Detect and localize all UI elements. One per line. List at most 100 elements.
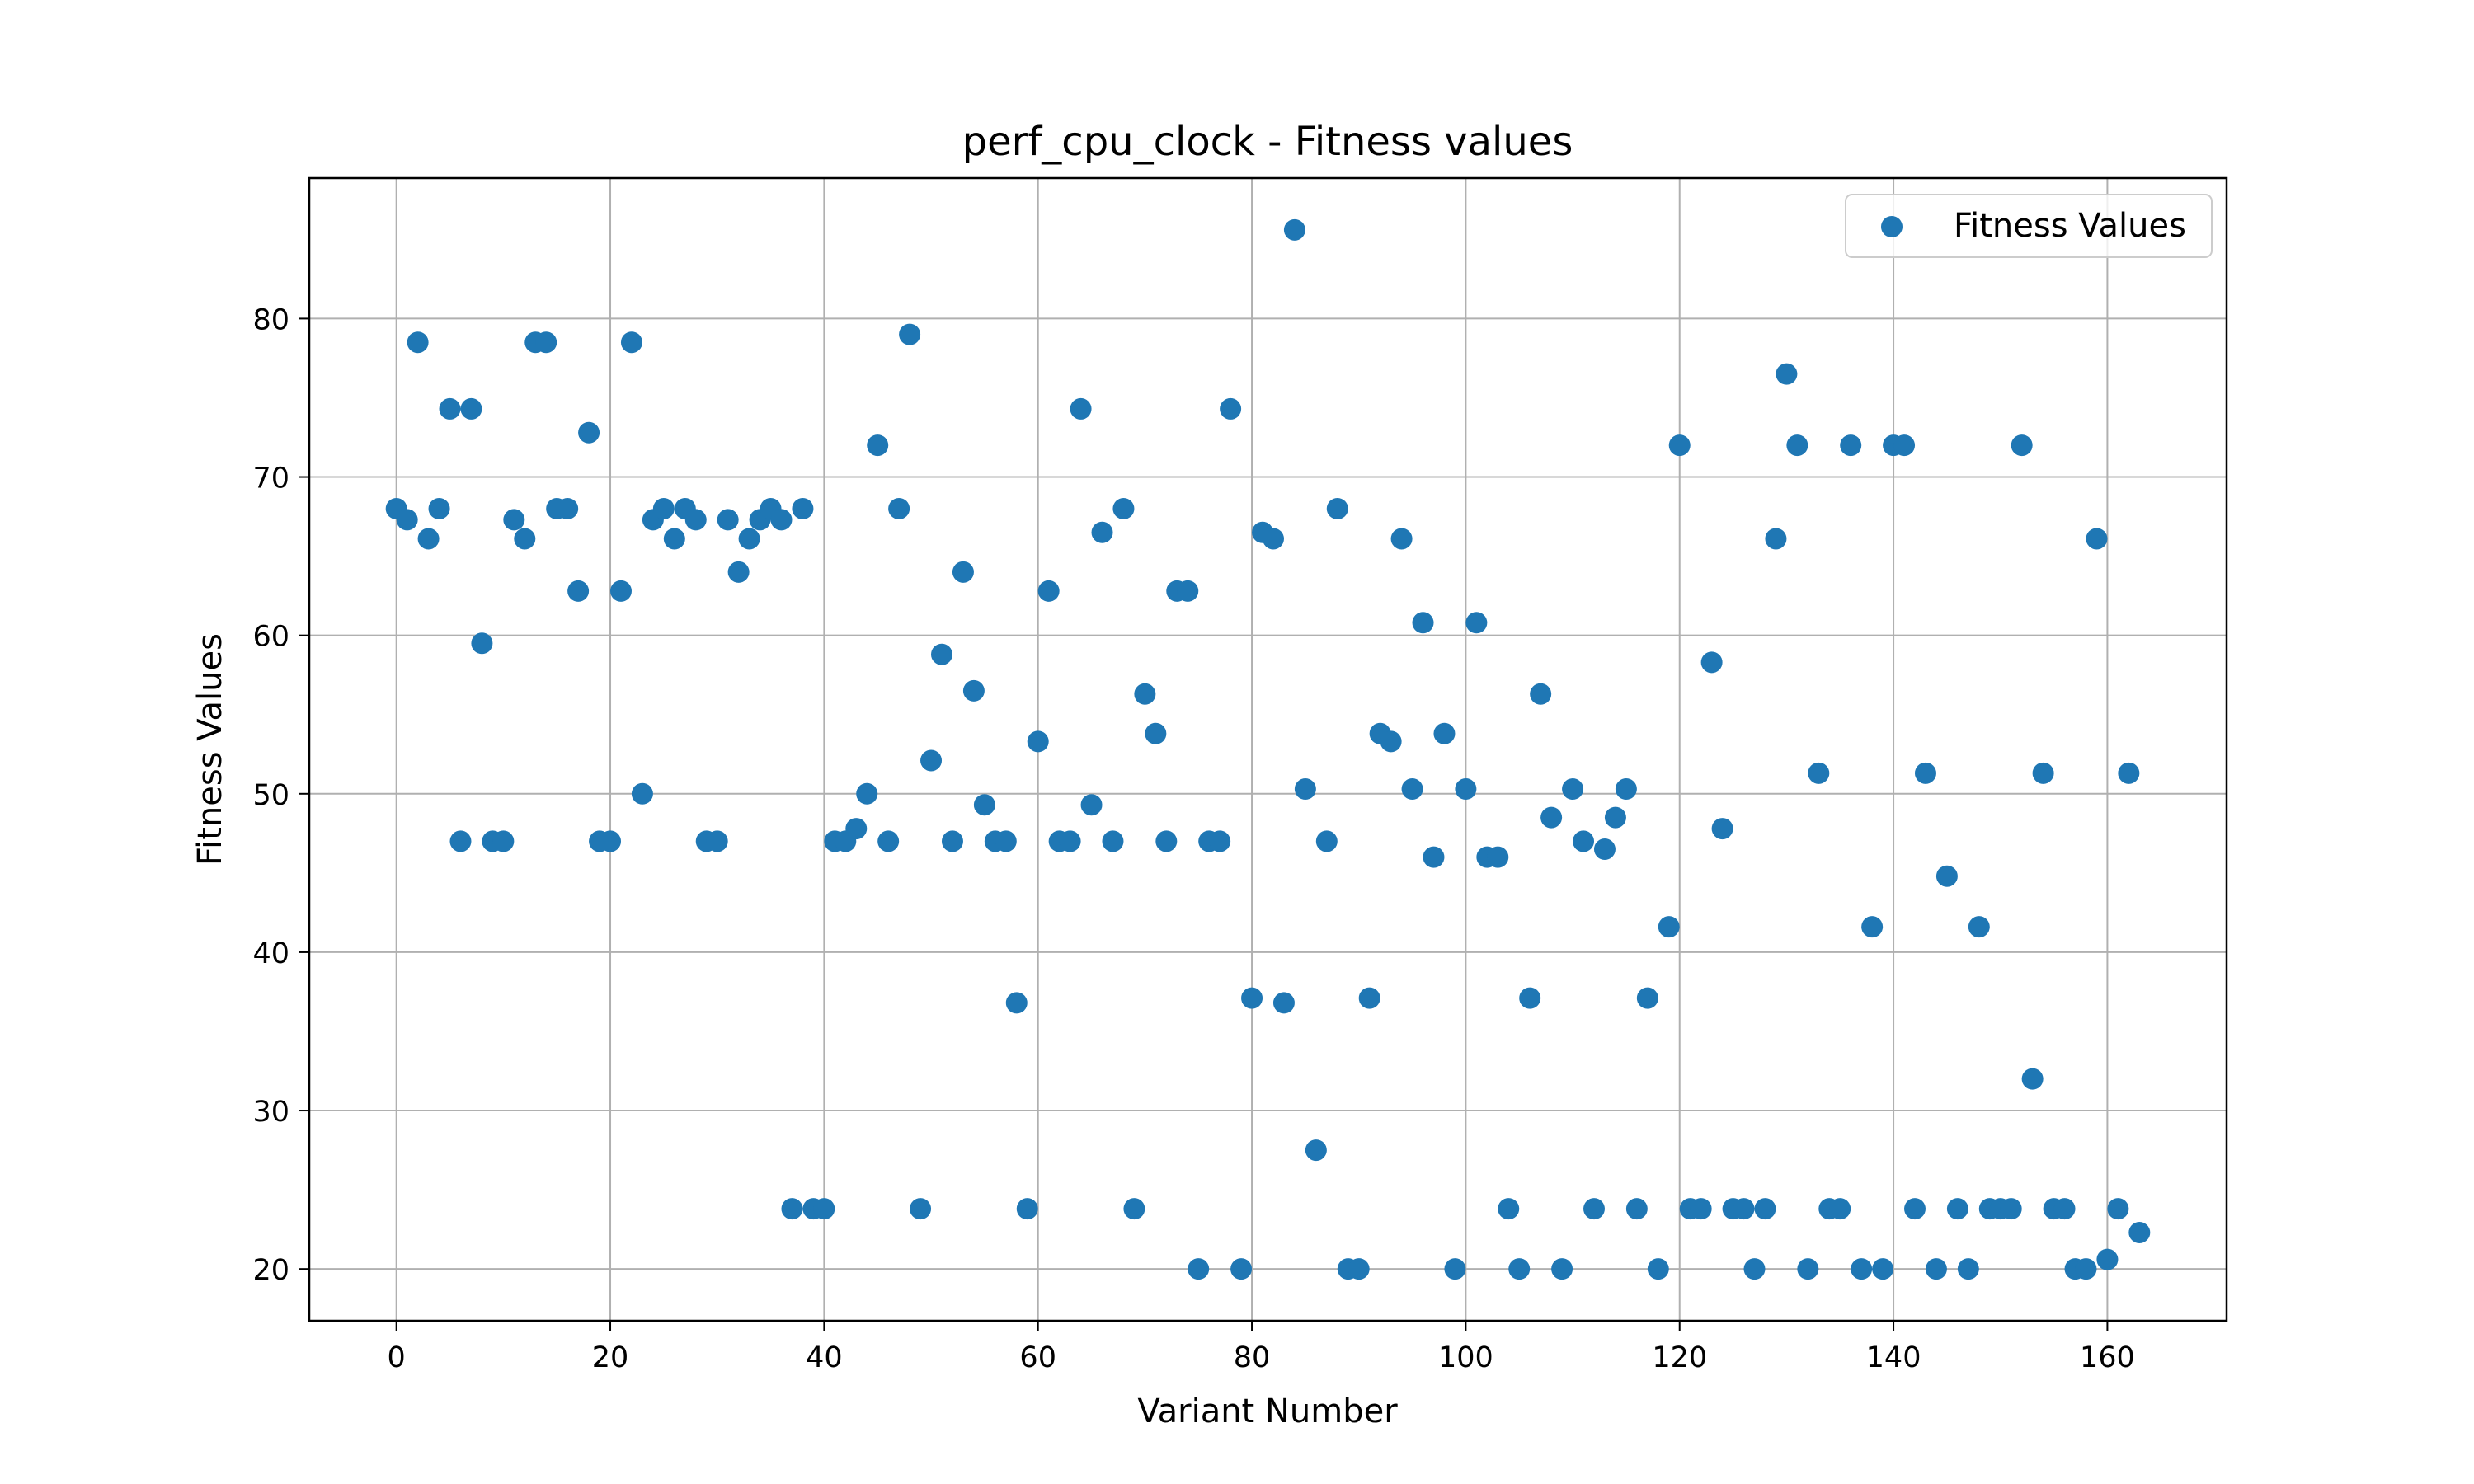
data-point [1904,1198,1926,1220]
data-point [1123,1198,1145,1220]
data-point [910,1198,932,1220]
data-point [1743,1258,1766,1280]
data-point [1551,1258,1573,1280]
data-point [1925,1258,1947,1280]
x-tick-label: 0 [388,1341,406,1374]
x-tick-label: 100 [1438,1341,1493,1374]
data-point [1914,762,1936,784]
data-point [1829,1198,1851,1220]
y-tick-label: 50 [252,779,289,812]
legend-box [1845,194,2213,258]
data-point [1733,1198,1755,1220]
x-axis-ticks: 0 20 40 60 80 100 120 140 160 [388,1321,2135,1374]
data-point [1401,778,1423,801]
data-point [1241,987,1263,1009]
y-tick-label: 60 [252,621,289,654]
data-point [899,323,921,345]
data-point [1540,806,1563,829]
data-point [856,782,878,805]
x-tick-label: 20 [592,1341,629,1374]
data-point [1455,778,1477,801]
data-point [396,509,418,531]
data-point [1305,1139,1327,1162]
data-point [1487,846,1509,868]
data-point [1754,1198,1776,1220]
data-point [1647,1258,1669,1280]
data-point [2118,762,2140,784]
x-tick-label: 60 [1019,1341,1056,1374]
data-point [1593,838,1616,861]
data-point [781,1198,803,1220]
data-point [439,397,461,420]
data-point [535,331,557,354]
data-point [428,497,450,519]
data-point [1027,730,1049,753]
data-point [1690,1198,1712,1220]
data-point [1658,916,1680,938]
data-point [1573,830,1595,852]
data-point [1155,830,1178,852]
data-point [1465,612,1488,634]
data-point [727,561,750,583]
data-point [503,509,525,531]
data-point [1220,397,1242,420]
data-point [460,397,482,420]
data-point [1765,528,1787,550]
data-point [1636,987,1658,1009]
data-point [471,632,493,655]
data-points [385,218,2151,1280]
plot-frame [308,176,2228,1322]
data-point [1091,521,1113,543]
data-point [1444,1258,1466,1280]
data-point [600,830,622,852]
data-point [792,497,814,519]
data-point [1508,1258,1531,1280]
y-axis-label: Fitness Values [191,633,229,866]
data-point [1935,865,1958,887]
data-point [1080,794,1103,816]
data-point [962,679,985,702]
data-point [1530,683,1552,705]
data-point [1358,987,1380,1009]
data-point [941,830,963,852]
chart-title: perf_cpu_clock - Fitness values [962,119,1573,165]
data-point [931,643,953,665]
data-point [1808,762,1830,784]
data-point [738,528,760,550]
data-point [1294,778,1316,801]
y-tick-label: 70 [252,463,289,495]
data-point [2096,1248,2119,1270]
data-point [1700,651,1723,674]
data-point [1380,730,1402,753]
y-tick-label: 80 [252,303,289,336]
data-point [492,830,515,852]
data-point [877,830,900,852]
data-point [663,528,685,550]
data-point [514,528,536,550]
data-point [652,497,675,519]
x-axis-label: Variant Number [1137,1392,1398,1430]
grid [309,178,2227,1321]
data-point [1230,1258,1253,1280]
x-tick-label: 160 [2080,1341,2135,1374]
data-point [1797,1258,1819,1280]
data-point [1861,916,1884,938]
data-point [1423,846,1445,868]
data-point [1711,818,1733,840]
data-point [1498,1198,1520,1220]
data-point [578,421,600,444]
data-point [1070,397,1092,420]
x-tick-label: 140 [1866,1341,1921,1374]
data-point [567,580,590,602]
data-point [449,830,472,852]
data-point [2032,762,2054,784]
data-point [1102,830,1124,852]
y-axis-ticks: 20 30 40 50 60 70 80 [252,303,309,1287]
data-point [1283,218,1305,241]
data-point [1348,1258,1370,1280]
data-point [1390,528,1413,550]
data-point [1786,434,1808,457]
data-point [1776,363,1798,385]
data-point [1016,1198,1038,1220]
data-point [770,509,793,531]
